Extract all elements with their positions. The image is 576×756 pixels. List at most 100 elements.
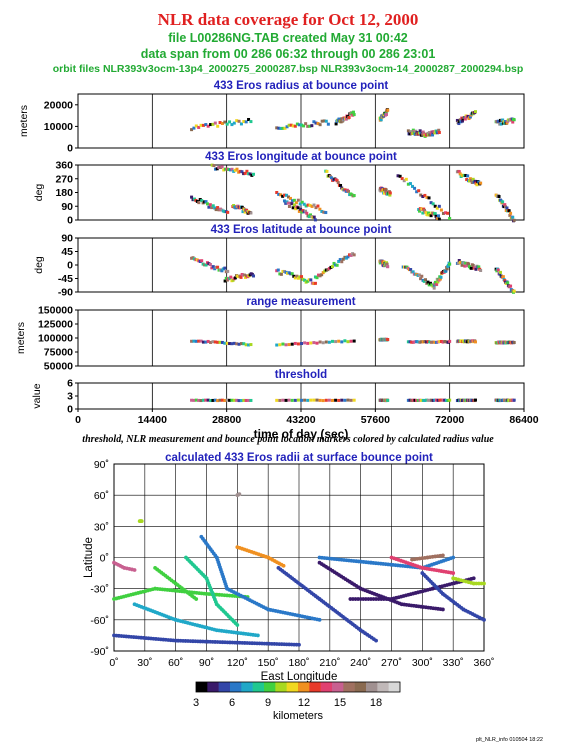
colorbar-swatch bbox=[275, 682, 287, 692]
latitude-marker bbox=[324, 268, 328, 272]
longitude-marker bbox=[425, 195, 429, 199]
latitude-marker bbox=[349, 253, 353, 257]
range-marker bbox=[296, 342, 300, 346]
latitude-marker bbox=[463, 264, 467, 268]
radius-marker bbox=[326, 122, 330, 126]
radius-marker bbox=[291, 124, 295, 128]
longitude-marker bbox=[216, 206, 220, 210]
range-marker bbox=[204, 340, 208, 344]
radius-marker bbox=[457, 122, 461, 126]
time-xtick-label: 14400 bbox=[138, 414, 167, 426]
longitude-marker bbox=[290, 199, 294, 203]
longitude-marker bbox=[470, 180, 474, 184]
longitude-marker bbox=[406, 182, 410, 186]
threshold-marker bbox=[425, 398, 429, 402]
range-marker bbox=[512, 341, 516, 345]
longitude-marker bbox=[404, 177, 408, 181]
radius-marker bbox=[192, 126, 196, 130]
latitude-marker bbox=[323, 269, 327, 273]
threshold-marker bbox=[247, 398, 251, 402]
range-marker bbox=[223, 341, 227, 345]
longitude-marker bbox=[318, 207, 322, 211]
radius-marker bbox=[293, 124, 297, 128]
longitude-marker bbox=[230, 167, 234, 171]
latitude-marker bbox=[467, 262, 471, 266]
longitude-marker bbox=[466, 174, 470, 178]
time-xtick-label: 28800 bbox=[212, 414, 241, 426]
longitude-marker bbox=[223, 167, 227, 171]
radius-marker bbox=[239, 122, 243, 126]
longitude-marker bbox=[473, 179, 477, 183]
threshold-marker bbox=[416, 398, 420, 402]
map-marker bbox=[440, 607, 445, 612]
latitude-marker bbox=[296, 276, 300, 280]
radius-marker bbox=[460, 119, 464, 123]
longitude-marker bbox=[210, 206, 214, 210]
range-marker bbox=[337, 339, 341, 343]
colorbar-swatch bbox=[286, 682, 299, 692]
range-marker bbox=[428, 340, 432, 344]
latitude-marker bbox=[329, 265, 333, 269]
colorbar-swatch bbox=[241, 682, 253, 692]
map-marker bbox=[374, 638, 378, 643]
time-xlabel: time of day (sec) bbox=[254, 427, 349, 441]
colorbar-swatch bbox=[332, 682, 344, 692]
threshold-marker bbox=[444, 398, 448, 402]
threshold-marker bbox=[421, 398, 425, 402]
radius-marker bbox=[277, 126, 281, 130]
threshold-marker bbox=[321, 399, 325, 403]
map-marker bbox=[132, 568, 137, 572]
longitude-marker bbox=[352, 194, 356, 198]
time-xtick-label: 86400 bbox=[509, 414, 538, 426]
radius-marker bbox=[247, 117, 251, 121]
threshold-marker bbox=[420, 398, 424, 402]
range-marker bbox=[237, 342, 241, 346]
map-xtick-label: 150˚ bbox=[258, 657, 279, 669]
range-marker bbox=[228, 342, 232, 346]
longitude-marker bbox=[308, 203, 312, 207]
map-marker bbox=[451, 555, 456, 560]
colorbar-swatch bbox=[207, 682, 219, 692]
latitude-ytick-label: -45 bbox=[58, 273, 73, 285]
longitude-marker bbox=[287, 195, 291, 199]
latitude-marker bbox=[479, 269, 483, 273]
colorbar-swatch bbox=[218, 682, 231, 692]
longitude-marker bbox=[421, 195, 425, 199]
longitude-marker bbox=[210, 163, 214, 167]
latitude-marker bbox=[200, 259, 204, 263]
radius-marker bbox=[211, 122, 215, 126]
longitude-marker bbox=[421, 211, 425, 215]
radius-marker bbox=[324, 119, 328, 123]
longitude-marker bbox=[400, 177, 404, 181]
latitude-ytick-label: -90 bbox=[58, 287, 73, 299]
map-ytick-label: 0˚ bbox=[100, 553, 109, 565]
range-marker bbox=[410, 340, 414, 344]
map-xtick-label: 210˚ bbox=[319, 657, 340, 669]
latitude-marker bbox=[422, 279, 426, 283]
threshold-ytick-label: 0 bbox=[67, 404, 73, 416]
map-ytick-label: -90˚ bbox=[90, 646, 109, 658]
longitude-marker bbox=[214, 167, 218, 171]
latitude-marker bbox=[343, 255, 347, 259]
longitude-marker bbox=[435, 206, 439, 210]
longitude-marker bbox=[288, 196, 292, 200]
range-marker bbox=[434, 340, 438, 344]
threshold-marker bbox=[213, 398, 217, 402]
longitude-marker bbox=[427, 211, 431, 215]
radius-ytick-label: 0 bbox=[67, 143, 73, 155]
longitude-marker bbox=[286, 201, 290, 205]
range-marker bbox=[220, 340, 224, 344]
longitude-marker bbox=[217, 165, 221, 169]
radius-marker bbox=[249, 120, 253, 124]
threshold-marker bbox=[206, 398, 210, 402]
radius-marker bbox=[204, 123, 208, 127]
latitude-marker bbox=[320, 273, 324, 277]
longitude-marker bbox=[287, 204, 291, 208]
range-marker bbox=[239, 342, 243, 346]
time-xtick-label: 43200 bbox=[286, 414, 315, 426]
range-marker bbox=[230, 342, 234, 346]
map-xtick-label: 300˚ bbox=[412, 657, 433, 669]
longitude-marker bbox=[325, 169, 329, 173]
threshold-marker bbox=[218, 398, 222, 402]
latitude-marker bbox=[501, 275, 505, 279]
